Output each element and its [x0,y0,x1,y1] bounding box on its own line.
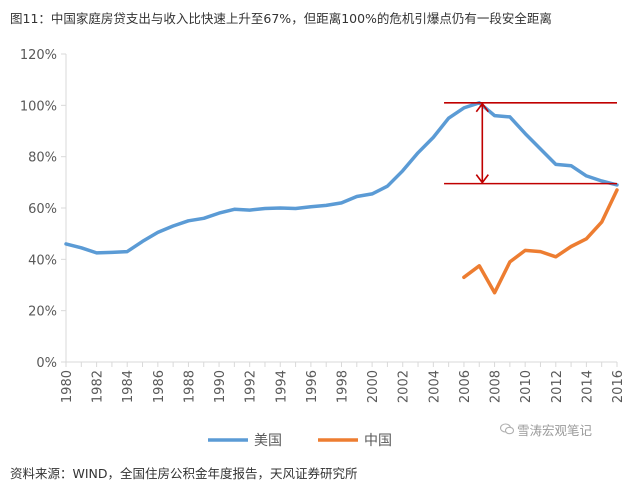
gap-arrow-head-up [475,102,489,113]
x-tick-label: 1984 [121,370,136,403]
series-line-1 [462,188,619,295]
x-tick-label: 2006 [458,370,473,403]
x-tick-label: 1994 [274,370,289,403]
chart-legend: 美国 中国 [208,433,392,449]
source-note: 资料来源：WIND，全国住房公积金年度报告，天风证券研究所 [10,466,358,481]
x-tick-label: 2008 [489,370,504,403]
y-tick-label: 20% [28,305,57,320]
y-tick-label: 120% [20,48,57,63]
legend-label-1: 中国 [364,433,392,449]
x-tick-label: 1990 [213,370,228,403]
chart-ticks: 0% 20% 40% 60% 80% 100% 120% 1980 1982 1984 1986 19… [20,48,626,403]
chart-axes [65,54,617,363]
series-line-0 [64,101,619,255]
x-tick-label: 2000 [366,370,381,403]
y-tick-label: 0% [36,356,57,371]
x-tick-label: 2004 [427,370,442,403]
x-tick-label: 1986 [152,370,167,403]
chart-series [64,101,619,295]
y-tick-label: 60% [28,202,57,217]
figure-title: 图11：中国家庭房贷支出与收入比快速上升至67%，但距离100%的危机引爆点仍有… [10,11,552,26]
y-tick-label: 40% [28,253,57,268]
x-tick-label: 1982 [91,370,106,403]
watermark-text: 雪涛宏观笔记 [517,423,593,438]
chart-annotations [444,101,617,185]
x-tick-label: 1998 [336,370,351,403]
x-tick-label: 1980 [60,370,75,403]
wechat-icon [499,423,515,438]
x-tick-label: 1988 [182,370,197,403]
x-tick-label: 2002 [397,370,412,403]
y-tick-label: 100% [20,99,57,114]
x-tick-label: 1996 [305,370,320,403]
x-tick-label: 2016 [611,370,626,403]
x-tick-label: 2014 [580,370,595,403]
x-tick-label: 1992 [244,370,259,403]
y-tick-label: 80% [28,151,57,166]
gap-arrow-head-down [475,174,489,184]
x-tick-label: 2010 [519,370,534,403]
legend-label-0: 美国 [254,433,282,449]
watermark: 雪涛宏观笔记 [499,420,593,439]
x-tick-label: 2012 [550,370,565,403]
